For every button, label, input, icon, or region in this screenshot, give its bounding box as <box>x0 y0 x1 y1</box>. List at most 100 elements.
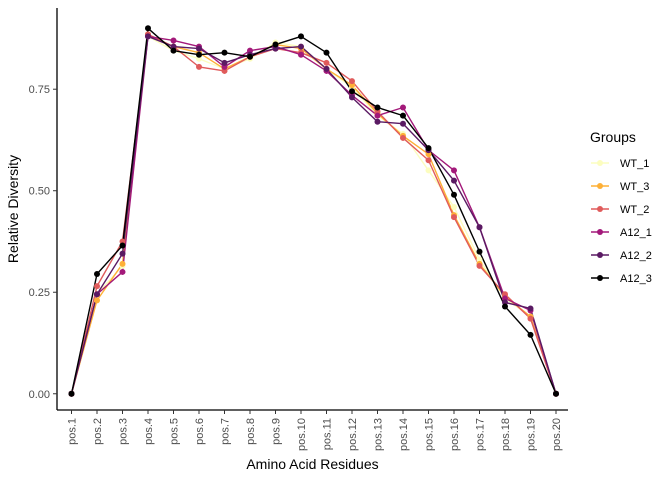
x-tick-label: pos.9 <box>271 418 283 445</box>
data-point-a12-2 <box>349 94 355 101</box>
series-points <box>68 25 559 397</box>
data-point-a12-3 <box>349 88 355 95</box>
x-tick-label: pos.16 <box>449 418 461 451</box>
data-point-a12-3 <box>94 270 100 277</box>
series-line-a12-1 <box>70 35 557 394</box>
data-point-a12-3 <box>145 25 151 32</box>
data-point-a12-3 <box>196 51 202 58</box>
data-point-a12-1 <box>451 167 457 174</box>
series-line-a12-3 <box>70 27 557 395</box>
x-tick-label: pos.13 <box>373 418 385 451</box>
data-point-wt-2 <box>476 262 483 269</box>
legend: Groups WT_1 WT_3 WT_2 A12_1 A12_2 A12_3 <box>590 129 652 285</box>
data-point-a12-2 <box>527 305 534 312</box>
data-point-wt-1 <box>451 203 457 210</box>
legend-label: A12_1 <box>620 227 652 239</box>
data-point-wt-2 <box>94 283 100 290</box>
x-axis-title: Amino Acid Residues <box>246 456 378 472</box>
data-point-wt-2 <box>527 315 534 322</box>
data-point-a12-1 <box>374 112 381 119</box>
data-point-a12-3 <box>247 53 253 60</box>
legend-title: Groups <box>590 129 636 145</box>
x-tick-label: pos.7 <box>220 418 232 445</box>
x-axis-ticks: pos.1 pos.2 pos.3 pos.4 pos.5 pos.6 pos.7 pos.8… <box>67 410 563 451</box>
legend-key-point <box>597 206 603 212</box>
data-point-a12-3 <box>476 248 483 255</box>
data-point-a12-3 <box>553 390 559 397</box>
data-point-a12-1 <box>119 268 126 275</box>
legend-label: A12_2 <box>620 250 652 262</box>
x-tick-label: pos.1 <box>67 418 79 445</box>
x-tick-label: pos.15 <box>424 418 436 451</box>
data-point-a12-2 <box>451 177 457 184</box>
data-point-a12-3 <box>298 33 304 40</box>
legend-items: WT_1 WT_3 WT_2 A12_1 A12_2 A12_3 <box>591 158 652 285</box>
x-tick-label: pos.6 <box>194 418 206 445</box>
legend-key-point <box>597 183 603 189</box>
data-point-a12-3 <box>68 390 75 397</box>
series-line-a12-2 <box>70 35 557 394</box>
data-point-a12-2 <box>374 118 381 125</box>
x-tick-label: pos.10 <box>296 418 308 451</box>
legend-key-point <box>597 275 603 281</box>
data-point-a12-3 <box>400 112 406 119</box>
x-tick-label: pos.4 <box>143 418 155 445</box>
data-point-a12-3 <box>221 49 228 56</box>
legend-label: A12_3 <box>620 273 652 285</box>
data-point-wt-2 <box>451 214 457 221</box>
data-point-a12-1 <box>298 51 304 58</box>
data-point-a12-2 <box>145 33 151 40</box>
x-tick-label: pos.20 <box>551 418 563 451</box>
y-tick-label: 0.00 <box>29 389 50 401</box>
data-point-a12-3 <box>119 242 126 249</box>
x-tick-label: pos.3 <box>118 418 130 445</box>
series-lines <box>70 27 557 395</box>
data-point-wt-2 <box>349 78 355 85</box>
data-point-wt-2 <box>196 63 202 70</box>
x-tick-label: pos.11 <box>322 418 334 450</box>
data-point-a12-2 <box>400 120 406 127</box>
data-point-a12-1 <box>170 37 177 44</box>
data-point-a12-2 <box>119 250 126 257</box>
data-point-wt-2 <box>425 157 432 164</box>
legend-label: WT_3 <box>620 181 649 193</box>
y-axis-ticks: 0.00 0.25 0.50 0.75 <box>29 84 57 401</box>
data-point-a12-3 <box>170 47 177 54</box>
y-tick-label: 0.50 <box>29 186 50 198</box>
data-point-a12-2 <box>476 224 483 231</box>
data-point-wt-3 <box>94 297 100 304</box>
x-tick-label: pos.14 <box>398 418 410 451</box>
data-point-wt-1 <box>425 167 432 174</box>
y-tick-label: 0.25 <box>29 287 50 299</box>
x-tick-label: pos.17 <box>475 418 487 451</box>
data-point-a12-2 <box>298 43 304 50</box>
data-point-a12-3 <box>502 303 508 310</box>
y-axis-title: Relative Diversity <box>5 155 21 263</box>
data-point-a12-3 <box>527 331 534 338</box>
data-point-a12-3 <box>425 145 432 152</box>
legend-key-point <box>597 229 603 235</box>
data-point-a12-3 <box>272 41 279 48</box>
data-point-a12-3 <box>323 49 330 56</box>
y-tick-label: 0.75 <box>29 84 50 96</box>
data-point-a12-2 <box>94 291 100 298</box>
x-tick-label: pos.5 <box>169 418 181 445</box>
data-point-wt-2 <box>323 59 330 66</box>
data-point-wt-2 <box>400 134 406 141</box>
x-tick-label: pos.8 <box>245 418 257 445</box>
data-point-a12-2 <box>221 59 228 66</box>
legend-label: WT_2 <box>620 204 649 216</box>
data-point-a12-2 <box>196 45 202 52</box>
x-tick-label: pos.18 <box>500 418 512 451</box>
legend-label: WT_1 <box>620 158 649 170</box>
x-tick-label: pos.2 <box>92 418 104 445</box>
x-tick-label: pos.19 <box>526 418 538 451</box>
x-tick-label: pos.12 <box>347 418 359 451</box>
legend-key-point <box>597 160 603 166</box>
data-point-a12-3 <box>451 191 457 198</box>
legend-key-point <box>597 252 603 258</box>
data-point-a12-3 <box>374 104 381 111</box>
data-point-a12-2 <box>323 65 330 72</box>
